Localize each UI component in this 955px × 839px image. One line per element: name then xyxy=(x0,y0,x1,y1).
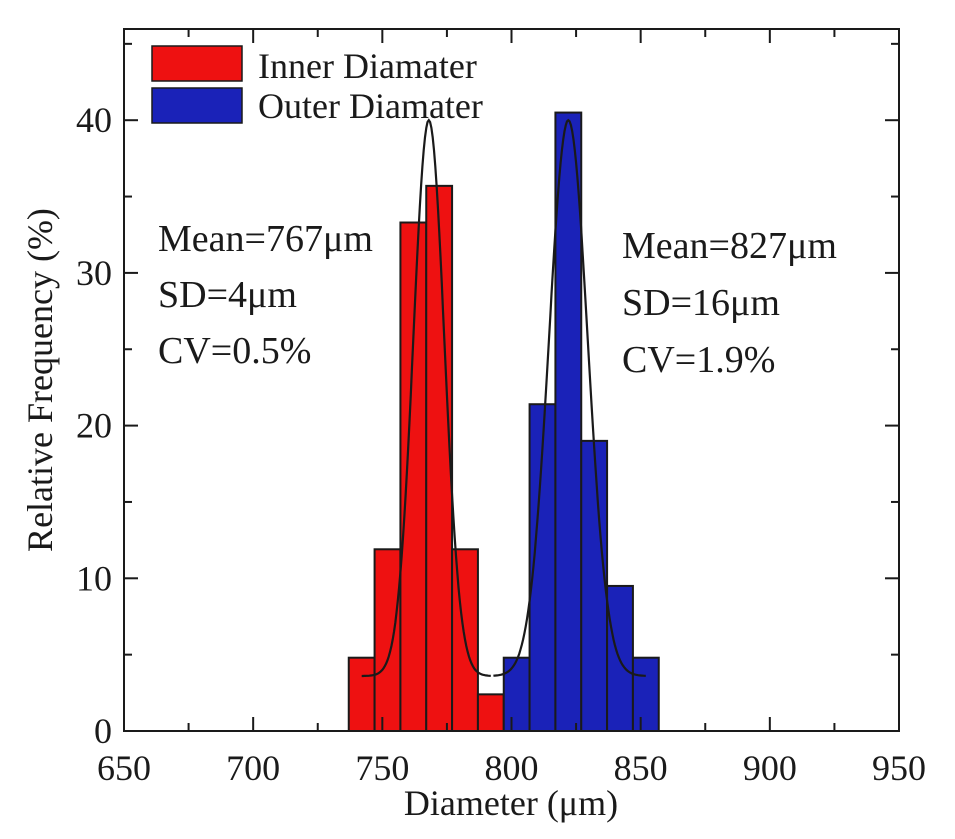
x-tick-label: 900 xyxy=(743,748,797,788)
outer-fit-curve xyxy=(493,118,646,677)
outer-bar-3 xyxy=(554,111,583,732)
inner-bar-2 xyxy=(373,548,402,732)
x-axis-title: Diameter (μm) xyxy=(404,783,618,823)
inner-cv-text: CV=0.5% xyxy=(158,330,311,372)
outer-bar-6 xyxy=(631,656,660,732)
bars-layer xyxy=(347,111,660,732)
y-tick-label: 30 xyxy=(76,253,112,293)
inner-bar-3 xyxy=(399,221,428,732)
outer-bar-1 xyxy=(502,656,531,732)
legend-swatch-inner xyxy=(151,45,243,82)
inner-bar-6 xyxy=(476,693,505,732)
inner-bar-4 xyxy=(425,184,454,732)
legend-swatch-outer xyxy=(151,87,243,124)
y-axis-title: Relative Frequency (%) xyxy=(20,208,60,552)
y-tick-label: 0 xyxy=(94,711,112,751)
x-tick-label: 750 xyxy=(355,748,409,788)
x-tick-label: 700 xyxy=(226,748,280,788)
legend-label-inner: Inner Diamater xyxy=(258,46,477,86)
ticks-layer: 650 700 750 800 850 900 950 0 10 20 30 40 xyxy=(76,29,926,788)
x-tick-label: 800 xyxy=(485,748,539,788)
x-tick-label: 950 xyxy=(872,748,926,788)
outer-sd-text: SD=16μm xyxy=(622,282,780,324)
legend: Inner Diamater Outer Diamater xyxy=(151,45,483,126)
outer-bar-4 xyxy=(580,439,609,732)
fit-curves-layer xyxy=(361,118,646,678)
outer-cv-text: CV=1.9% xyxy=(622,339,775,381)
y-tick-label: 40 xyxy=(76,100,112,140)
inner-bar-1 xyxy=(347,656,376,732)
x-tick-label: 850 xyxy=(614,748,668,788)
annotation-inner: Mean=767μm SD=4μm CV=0.5% xyxy=(158,218,373,372)
x-tick-label: 650 xyxy=(97,748,151,788)
inner-fit-curve xyxy=(361,118,491,678)
inner-mean-text: Mean=767μm xyxy=(158,218,373,260)
outer-mean-text: Mean=827μm xyxy=(622,225,837,267)
annotation-outer: Mean=827μm SD=16μm CV=1.9% xyxy=(622,225,837,381)
legend-label-outer: Outer Diamater xyxy=(258,86,483,126)
y-tick-label: 10 xyxy=(76,558,112,598)
inner-sd-text: SD=4μm xyxy=(158,274,297,316)
y-tick-label: 20 xyxy=(76,406,112,446)
